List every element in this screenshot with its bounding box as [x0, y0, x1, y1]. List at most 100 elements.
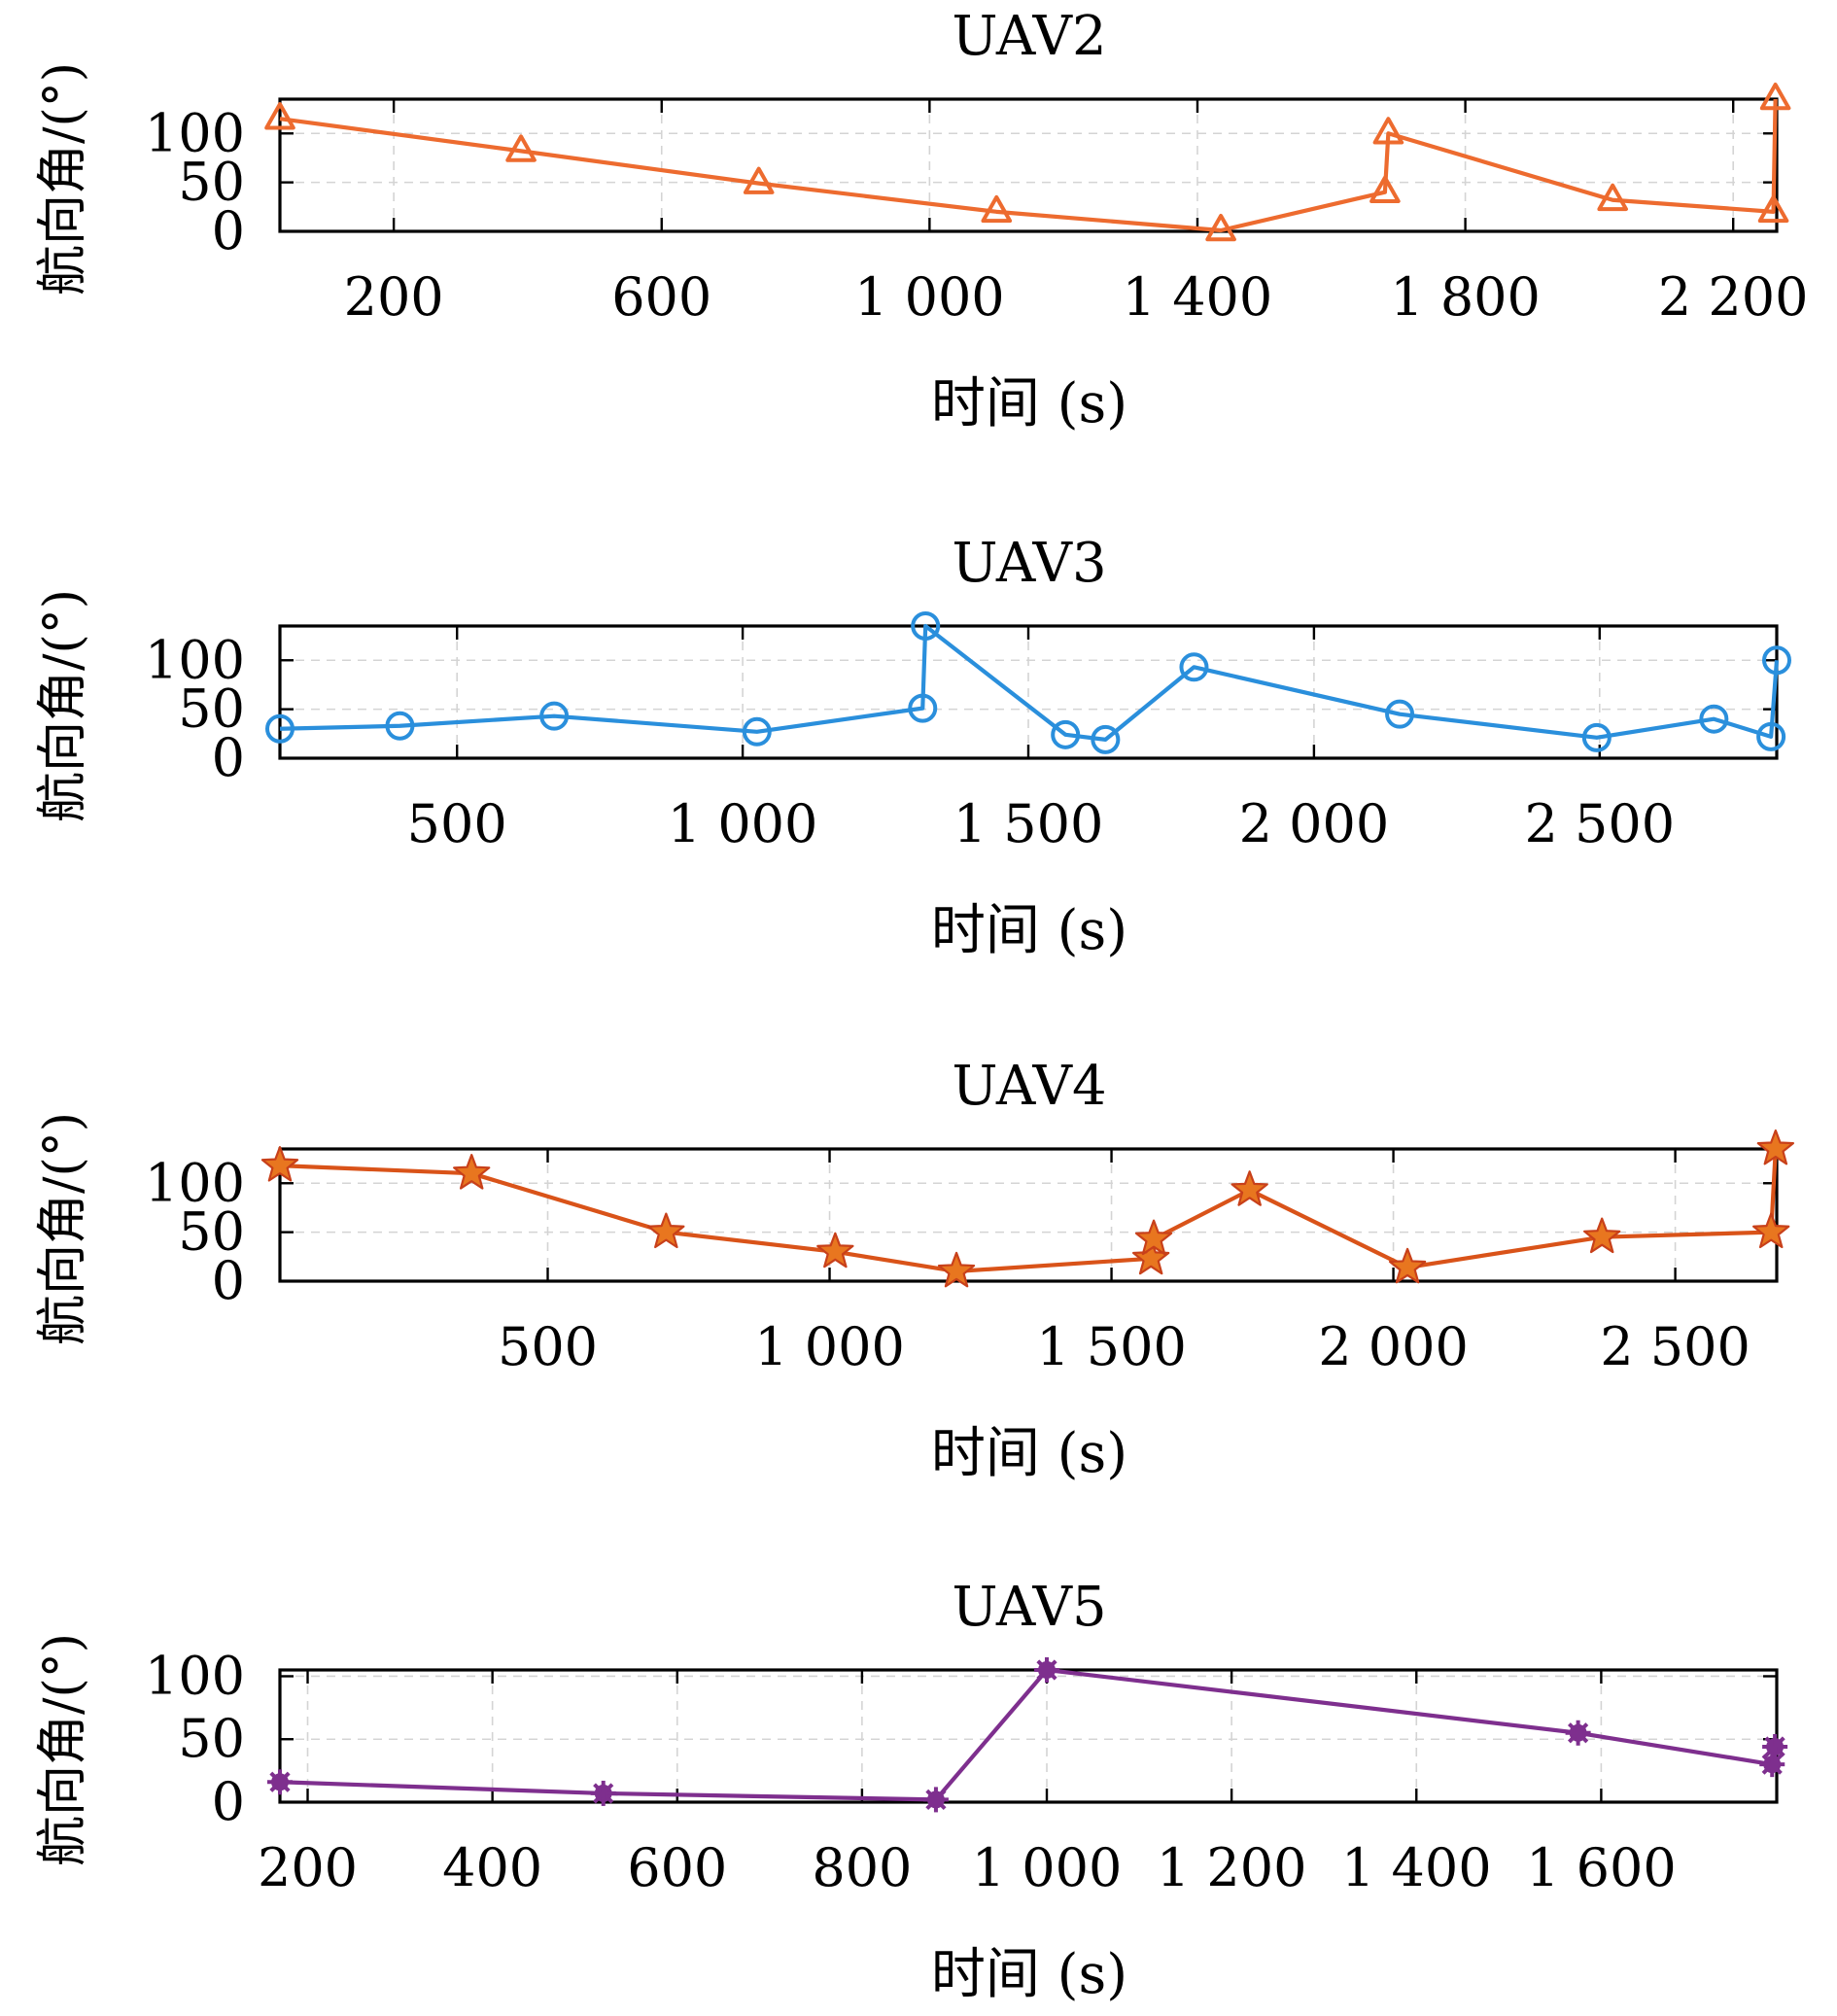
chart-2-data-point — [742, 716, 772, 747]
chart-3-data-point — [1230, 1170, 1268, 1206]
chart-2-y-axis-label: 航向角/(°) — [34, 589, 92, 822]
chart-4-y-tick-label: 100 — [145, 1645, 245, 1706]
chart-4-data-point-spoke — [1761, 1754, 1783, 1775]
chart-4-x-tick-label: 200 — [258, 1837, 358, 1898]
chart-2-data-point — [1699, 704, 1729, 734]
chart-4-data-point-spoke — [925, 1789, 947, 1811]
chart-4-x-tick-label: 600 — [627, 1837, 727, 1898]
chart-4-x-tick-label: 1 200 — [1157, 1837, 1307, 1898]
chart-3-series-line — [279, 1148, 1778, 1274]
chart-2-data-point — [1091, 724, 1121, 754]
chart-2-data-point — [1756, 721, 1786, 751]
chart-3-y-tick-label: 100 — [145, 1152, 245, 1213]
chart-4-y-axis-label: 航向角/(°) — [34, 1633, 92, 1866]
chart-4-x-tick-label: 1 600 — [1526, 1837, 1677, 1898]
chart-3-x-tick-label: 1 000 — [754, 1316, 905, 1377]
chart-4-x-tick-label: 1 000 — [972, 1837, 1123, 1898]
chart-4-data-point — [1759, 1752, 1785, 1778]
chart-4-data-point-spoke — [1764, 1736, 1785, 1757]
chart-4-title: UAV5 — [952, 1576, 1106, 1639]
chart-1-data-point — [981, 194, 1013, 224]
chart-1-data-point — [264, 102, 295, 130]
chart-2-series-line — [279, 623, 1780, 742]
chart-3-x-tick-label: 2 000 — [1318, 1316, 1469, 1377]
chart-4-x-tick-label: 800 — [812, 1837, 912, 1898]
chart-4-data-point — [1762, 1734, 1788, 1760]
chart-1-x-tick-label: 1 400 — [1123, 266, 1273, 328]
chart-2-data-point — [385, 711, 415, 741]
chart-3-data-point — [453, 1154, 491, 1190]
chart-4-data-point-spoke — [1036, 1659, 1057, 1681]
chart-1-y-tick-label: 100 — [145, 102, 245, 163]
chart-1-data-point — [1369, 175, 1401, 204]
chart-2-data-point — [539, 701, 570, 731]
chart-3-data-point — [937, 1251, 976, 1288]
chart-3-data-point — [260, 1146, 299, 1182]
chart-4-series-line — [279, 1667, 1778, 1802]
chart-2-data-point — [1051, 719, 1081, 749]
chart-2-data-point — [265, 713, 295, 744]
chart-2-data-point — [1762, 645, 1791, 676]
chart-1-x-tick-label: 2 200 — [1658, 266, 1809, 328]
chart-3-data-point — [1756, 1129, 1795, 1165]
chart-2-data-point — [1385, 699, 1415, 729]
chart-3-data-point — [1134, 1219, 1173, 1256]
chart-2-x-tick-label: 1 500 — [953, 793, 1104, 854]
chart-3-x-tick-label: 2 500 — [1600, 1316, 1750, 1377]
chart-2-y-tick-label: 100 — [145, 629, 245, 690]
chart-2-data-point — [908, 693, 938, 723]
chart-1-y-tick-label: 50 — [178, 152, 245, 213]
chart-2-y-tick-label: 0 — [212, 727, 245, 788]
chart-2-y-tick-label: 50 — [178, 678, 245, 740]
chart-2-data-point — [1581, 722, 1612, 752]
chart-4-data-point — [590, 1780, 616, 1806]
chart-1-x-tick-label: 1 000 — [854, 266, 1005, 328]
chart-1-data-point — [1757, 194, 1789, 224]
chart-4-x-tick-label: 1 400 — [1341, 1837, 1492, 1898]
chart-1-data-point — [505, 134, 537, 162]
chart-3-x-axis-label: 时间 (s) — [931, 1422, 1127, 1485]
chart-1-data-point — [1205, 213, 1236, 242]
chart-3-x-tick-label: 500 — [498, 1316, 598, 1377]
chart-1-y-tick-label: 0 — [212, 200, 245, 261]
chart-1-title: UAV2 — [952, 5, 1106, 68]
chart-4-x-axis-label: 时间 (s) — [931, 1943, 1127, 2006]
chart-3-data-point — [647, 1212, 685, 1249]
chart-1-series-line — [279, 98, 1778, 233]
chart-2-x-tick-label: 2 500 — [1524, 793, 1675, 854]
chart-3-y-axis-label: 航向角/(°) — [34, 1112, 92, 1345]
chart-3-data-point — [1752, 1212, 1790, 1249]
chart-4-y-tick-label: 0 — [212, 1771, 245, 1832]
chart-3-data-point — [1388, 1247, 1427, 1284]
chart-1-x-tick-label: 1 800 — [1390, 266, 1541, 328]
chart-3-x-tick-label: 1 500 — [1036, 1316, 1187, 1377]
chart-2-data-point — [1179, 652, 1209, 682]
chart-2-x-tick-label: 500 — [407, 793, 507, 854]
chart-4-data-point-spoke — [1568, 1722, 1589, 1744]
chart-3-data-point — [1583, 1217, 1621, 1254]
chart-4-data-point — [1034, 1657, 1060, 1683]
chart-2-axes-frame — [278, 624, 1779, 760]
chart-2-x-tick-label: 1 000 — [668, 793, 818, 854]
chart-1-y-axis-label: 航向角/(°) — [34, 62, 92, 295]
chart-3-y-tick-label: 0 — [212, 1250, 245, 1311]
chart-4-x-tick-label: 400 — [442, 1837, 542, 1898]
chart-3-axes-frame — [278, 1147, 1779, 1283]
chart-3-data-point — [816, 1232, 854, 1269]
chart-2-data-point — [911, 611, 941, 641]
chart-2-title: UAV3 — [952, 532, 1106, 595]
chart-2-x-axis-label: 时间 (s) — [931, 899, 1127, 962]
chart-1-axes-frame — [278, 97, 1779, 233]
chart-4-data-point-spoke — [269, 1771, 291, 1792]
chart-1-x-tick-label: 200 — [344, 266, 444, 328]
chart-4-data-point — [267, 1769, 293, 1795]
chart-1-data-point — [1759, 83, 1791, 111]
chart-4-y-tick-label: 50 — [178, 1708, 245, 1769]
chart-1-x-tick-label: 600 — [611, 266, 711, 328]
chart-3-y-tick-label: 50 — [178, 1201, 245, 1263]
chart-4-data-point — [922, 1787, 949, 1813]
